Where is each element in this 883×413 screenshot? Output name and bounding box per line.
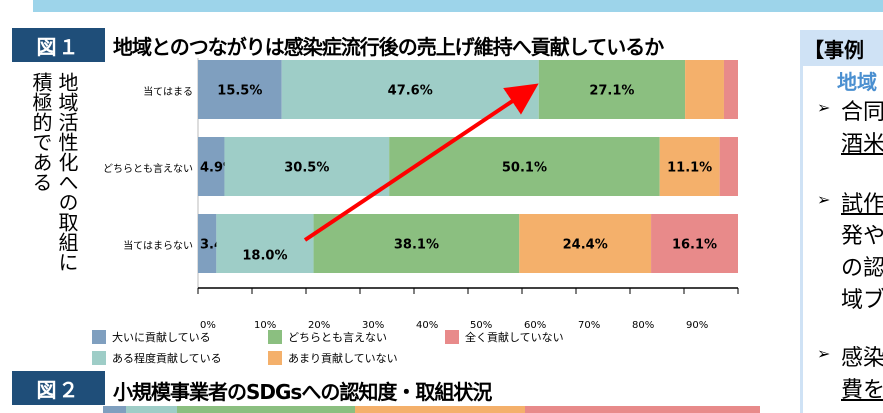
data-label: 38.1% bbox=[394, 238, 439, 253]
bar-segment bbox=[723, 60, 738, 119]
arrowhead-bullet-icon: ➢ bbox=[817, 190, 831, 209]
x-tick-label: 0% bbox=[200, 320, 216, 331]
text-line: 酒米 bbox=[841, 132, 883, 157]
legend-swatch bbox=[92, 351, 106, 365]
bar-segment bbox=[198, 214, 217, 273]
bar-segment bbox=[198, 137, 225, 196]
bar-segment bbox=[224, 137, 390, 196]
text-line: 合同 bbox=[841, 100, 883, 125]
x-tick-label: 30% bbox=[362, 320, 385, 331]
bar-segment bbox=[177, 406, 356, 413]
data-label: 16.1% bbox=[672, 238, 717, 253]
text-line: 感染 bbox=[841, 346, 883, 371]
legend-item: あまり貢献していない bbox=[268, 350, 398, 366]
x-tick-label: 10% bbox=[254, 320, 277, 331]
bar-segment bbox=[198, 60, 282, 119]
bar-segment bbox=[538, 60, 686, 119]
bar-segment bbox=[103, 406, 126, 413]
case-study-header: 【事例 bbox=[800, 30, 883, 66]
legend-swatch bbox=[268, 330, 282, 344]
legend-swatch bbox=[92, 330, 106, 344]
arrowhead-bullet-icon: ➢ bbox=[817, 98, 831, 117]
legend-label: ある程度貢献している bbox=[112, 352, 222, 365]
category-label: 当てはまる bbox=[143, 87, 193, 98]
figure-1-title: 地域とのつながりは感染症流行後の売上げ維持へ貢献しているか bbox=[113, 35, 664, 59]
data-label: 11.1% bbox=[667, 161, 712, 176]
case-study-panel: 地域 ➢ 合同 酒米 ➢ 試作 発や の認 域ブ ➢ 感染 費を bbox=[800, 66, 883, 413]
data-label: 24.4% bbox=[563, 238, 608, 253]
bar-segment bbox=[389, 137, 660, 196]
legend-item: 全く貢献していない bbox=[445, 329, 564, 345]
x-tick-label: 50% bbox=[470, 320, 493, 331]
data-label: 50.1% bbox=[502, 161, 547, 176]
x-tick-label: 90% bbox=[686, 320, 709, 331]
figure-1-label: 図１ bbox=[12, 28, 105, 62]
x-tick-label: 20% bbox=[308, 320, 331, 331]
bar-segment bbox=[281, 60, 539, 119]
bar-segment bbox=[313, 214, 520, 273]
top-banner bbox=[33, 0, 883, 12]
y-group-label-line1: 地域活性化への取組に bbox=[55, 72, 79, 272]
figure-2-partial-bar bbox=[103, 406, 760, 413]
bar-segment bbox=[216, 214, 314, 273]
red-arrow bbox=[303, 83, 539, 242]
x-tick-label: 40% bbox=[416, 320, 439, 331]
case-study-subtitle: 地域 bbox=[837, 70, 877, 94]
data-label: 18.0% bbox=[242, 249, 287, 264]
bar-segment bbox=[355, 406, 526, 413]
bar-segment bbox=[719, 137, 738, 196]
category-label: 当てはまらない bbox=[123, 241, 193, 252]
legend-swatch bbox=[445, 330, 459, 344]
legend-swatch bbox=[268, 351, 282, 365]
data-label: 47.6% bbox=[388, 84, 433, 99]
legend-item: どちらとも言えない bbox=[268, 329, 387, 345]
bar-segment bbox=[525, 406, 760, 413]
legend-label: あまり貢献していない bbox=[288, 352, 398, 365]
text-line: 試作 bbox=[841, 192, 883, 217]
text-line: 域ブ bbox=[841, 288, 883, 313]
x-tick-label: 60% bbox=[524, 320, 547, 331]
data-label: 30.5% bbox=[284, 161, 329, 176]
legend-label: 全く貢献していない bbox=[465, 331, 564, 344]
x-tick-label: 80% bbox=[632, 320, 655, 331]
x-tick-label: 70% bbox=[578, 320, 601, 331]
bar-segment bbox=[685, 60, 724, 119]
bar-segment bbox=[519, 214, 652, 273]
data-label: 27.1% bbox=[589, 84, 634, 99]
arrowhead-bullet-icon: ➢ bbox=[817, 344, 831, 363]
figure-2-title: 小規模事業者のSDGsへの認知度・取組状況 bbox=[113, 380, 492, 404]
bar-segment bbox=[651, 214, 738, 273]
figure-2-label: 図２ bbox=[12, 371, 105, 405]
legend-item: ある程度貢献している bbox=[92, 350, 222, 366]
bar-segment bbox=[659, 137, 720, 196]
text-line: 費を bbox=[841, 378, 883, 403]
bar-segment bbox=[125, 406, 178, 413]
legend-label: 大いに貢献している bbox=[112, 331, 211, 344]
text-line: 発や bbox=[841, 224, 883, 249]
y-group-label-line2: 積極的である bbox=[29, 72, 53, 192]
text-line: の認 bbox=[841, 256, 883, 281]
data-label: 15.5% bbox=[217, 84, 262, 99]
category-label: どちらとも言えない bbox=[103, 164, 193, 175]
legend-label: どちらとも言えない bbox=[288, 331, 387, 344]
legend-item: 大いに貢献している bbox=[92, 329, 211, 345]
